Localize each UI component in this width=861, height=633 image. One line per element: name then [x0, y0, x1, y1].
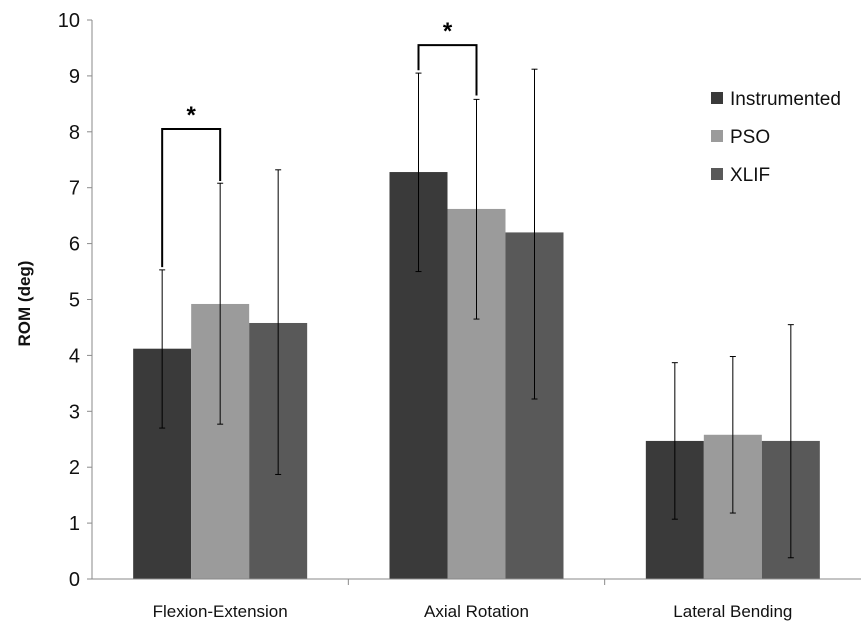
- error-bar-instrumented-0: [159, 269, 166, 429]
- error-bar-pso-0: [217, 182, 224, 425]
- legend-label: PSO: [730, 127, 770, 148]
- y-tick-label: 8: [69, 122, 80, 144]
- error-bar-instrumented-1: [415, 72, 422, 273]
- significance-marker: *: [443, 18, 453, 45]
- legend-label: XLIF: [730, 165, 770, 186]
- x-tick-label: Lateral Bending: [673, 602, 792, 621]
- significance-bracket-0: [161, 128, 222, 268]
- axes-layer: 0 1 2 3 4 5 6 7 8 9 10 Flexion-Extension Axial Rotat…: [15, 10, 861, 621]
- error-bar-pso-2: [729, 356, 736, 514]
- significance-bracket-1: [417, 44, 478, 96]
- x-tick-label: Axial Rotation: [424, 602, 529, 621]
- error-bar-instrumented-2: [671, 362, 678, 520]
- legend-swatch: [711, 130, 723, 142]
- error-bar-xlif-0: [275, 169, 282, 475]
- legend-item-pso: PSO: [711, 127, 770, 148]
- y-tick-label: 9: [69, 66, 80, 88]
- error-bar-pso-1: [473, 98, 480, 320]
- y-tick-label: 10: [58, 10, 80, 32]
- annotations-layer: **: [161, 18, 478, 268]
- bracket-line: [161, 128, 222, 268]
- legend-item-instrumented: Instrumented: [711, 89, 841, 110]
- y-tick-label: 5: [69, 290, 80, 312]
- legend: Instrumented PSO XLIF: [711, 89, 841, 186]
- legend-swatch: [711, 92, 723, 104]
- bracket-line: [417, 44, 478, 96]
- y-tick-label: 4: [69, 345, 80, 367]
- y-tick-label: 6: [69, 234, 80, 256]
- legend-swatch: [711, 168, 723, 180]
- legend-label: Instrumented: [730, 89, 841, 110]
- y-tick-label: 2: [69, 457, 80, 479]
- x-tick-label: Flexion-Extension: [153, 602, 288, 621]
- y-axis-label: ROM (deg): [15, 261, 34, 347]
- error-bars-layer: [159, 68, 794, 559]
- y-tick-label: 1: [69, 513, 80, 535]
- error-bar-xlif-2: [787, 324, 794, 559]
- y-tick-label: 0: [69, 569, 80, 591]
- legend-item-xlif: XLIF: [711, 165, 770, 186]
- y-tick-label: 3: [69, 401, 80, 423]
- y-tick-label: 7: [69, 178, 80, 200]
- error-bar-xlif-1: [531, 68, 538, 400]
- significance-marker: *: [186, 102, 196, 129]
